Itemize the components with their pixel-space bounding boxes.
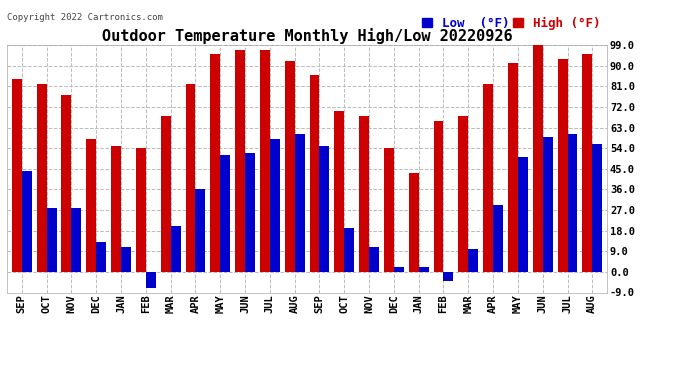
Bar xyxy=(146,272,156,288)
Bar xyxy=(47,208,57,272)
Bar xyxy=(469,249,478,272)
Bar xyxy=(96,242,106,272)
Bar xyxy=(408,173,419,272)
Bar xyxy=(210,54,220,272)
Bar xyxy=(384,148,394,272)
Bar xyxy=(369,247,379,272)
Title: Outdoor Temperature Monthly High/Low 20220926: Outdoor Temperature Monthly High/Low 202… xyxy=(101,28,513,44)
Bar xyxy=(592,144,602,272)
Bar xyxy=(335,111,344,272)
Bar xyxy=(71,208,81,272)
Bar xyxy=(419,267,428,272)
Bar xyxy=(37,84,47,272)
Bar xyxy=(310,75,319,272)
Bar xyxy=(195,189,206,272)
Bar xyxy=(186,84,195,272)
Bar xyxy=(285,61,295,272)
Bar xyxy=(508,63,518,272)
Bar xyxy=(235,50,245,272)
Bar xyxy=(359,116,369,272)
Bar xyxy=(582,54,592,272)
Bar xyxy=(245,153,255,272)
Bar xyxy=(558,59,567,272)
Text: Copyright 2022 Cartronics.com: Copyright 2022 Cartronics.com xyxy=(7,13,163,22)
Bar xyxy=(61,95,71,272)
Bar xyxy=(260,50,270,272)
Bar xyxy=(433,121,444,272)
Bar xyxy=(543,136,553,272)
Bar xyxy=(121,247,131,272)
Bar xyxy=(161,116,170,272)
Bar xyxy=(483,84,493,272)
Bar xyxy=(319,146,329,272)
Bar xyxy=(86,139,96,272)
Bar xyxy=(394,267,404,272)
Legend: Low  (°F), High (°F): Low (°F), High (°F) xyxy=(422,16,601,30)
Bar xyxy=(295,134,304,272)
Bar xyxy=(22,171,32,272)
Bar xyxy=(170,226,181,272)
Bar xyxy=(458,116,469,272)
Bar xyxy=(220,155,230,272)
Bar xyxy=(111,146,121,272)
Bar xyxy=(493,206,503,272)
Bar xyxy=(270,139,279,272)
Bar xyxy=(567,134,578,272)
Bar xyxy=(518,157,528,272)
Bar xyxy=(12,80,22,272)
Bar xyxy=(136,148,146,272)
Bar xyxy=(533,45,543,272)
Bar xyxy=(444,272,453,281)
Bar xyxy=(344,228,354,272)
